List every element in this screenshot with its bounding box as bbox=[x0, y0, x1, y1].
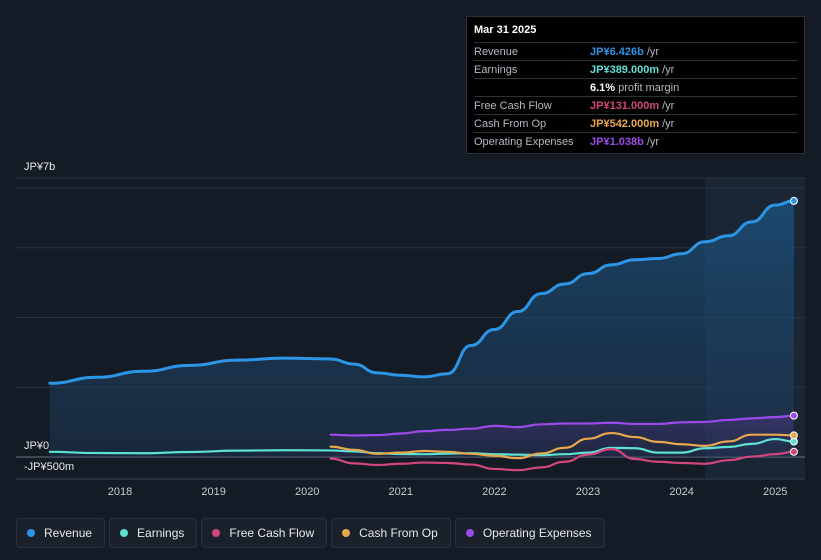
tooltip-label: Free Cash Flow bbox=[474, 99, 552, 112]
tooltip-unit: profit margin bbox=[618, 81, 680, 94]
y-axis-label: JP¥7b bbox=[24, 161, 55, 173]
tooltip-row: Earnings JP¥389.000m/yr bbox=[474, 61, 797, 79]
tooltip-value: JP¥389.000m bbox=[590, 63, 660, 76]
cash-from-op-line bbox=[329, 431, 796, 460]
legend-item-cash-from-op[interactable]: Cash From Op bbox=[331, 518, 451, 548]
legend-label: Free Cash Flow bbox=[229, 526, 315, 540]
chart-legend: Revenue Earnings Free Cash Flow Cash From O… bbox=[16, 518, 605, 548]
legend-item-free-cash-flow[interactable]: Free Cash Flow bbox=[201, 518, 328, 548]
tooltip-value: 6.1% bbox=[590, 81, 616, 94]
tooltip-unit: /yr bbox=[662, 63, 675, 76]
tooltip-row: Free Cash Flow JP¥131.000m/yr bbox=[474, 97, 797, 115]
tooltip-label: Earnings bbox=[474, 63, 518, 76]
y-axis-label: -JP¥500m bbox=[24, 461, 74, 473]
free-cash-flow-end-dot bbox=[789, 447, 798, 456]
operating-expenses-line bbox=[329, 414, 796, 437]
tooltip-label: Operating Expenses bbox=[474, 135, 574, 148]
tooltip-value: JP¥131.000m bbox=[590, 99, 660, 112]
tooltip-value: JP¥542.000m bbox=[590, 117, 660, 130]
x-tick-label: 2022 bbox=[482, 486, 506, 498]
tooltip-date: Mar 31 2025 bbox=[474, 24, 797, 43]
tooltip-unit: /yr bbox=[646, 45, 660, 58]
x-tick-label: 2018 bbox=[108, 486, 132, 498]
free-cash-flow-line bbox=[329, 447, 796, 472]
legend-item-earnings[interactable]: Earnings bbox=[109, 518, 198, 548]
tooltip-unit: /yr bbox=[662, 99, 675, 112]
earnings-line bbox=[48, 437, 796, 457]
legend-label: Cash From Op bbox=[359, 526, 438, 540]
legend-dot-icon bbox=[465, 529, 474, 537]
tooltip-unit: /yr bbox=[662, 117, 675, 130]
x-tick-label: 2021 bbox=[389, 486, 413, 498]
cash-from-op-end-dot bbox=[789, 431, 798, 440]
revenue-area bbox=[49, 200, 794, 458]
revenue-end-dot bbox=[789, 196, 798, 205]
legend-label: Earnings bbox=[137, 526, 185, 540]
legend-label: Operating Expenses bbox=[482, 526, 592, 540]
revenue-line bbox=[48, 199, 796, 385]
legend-dot-icon bbox=[212, 529, 221, 537]
tooltip-row: 6.1% profit margin bbox=[474, 79, 797, 97]
x-tick-label: 2023 bbox=[576, 486, 600, 498]
legend-item-revenue[interactable]: Revenue bbox=[16, 518, 106, 548]
x-tick-label: 2019 bbox=[201, 486, 225, 498]
x-tick-label: 2024 bbox=[669, 486, 693, 498]
operating-expenses-end-dot bbox=[789, 411, 798, 420]
data-tooltip: Mar 31 2025 Revenue JP¥6.426b/yr Earnings J… bbox=[466, 16, 805, 154]
x-tick-label: 2020 bbox=[295, 486, 319, 498]
x-tick-label: 2025 bbox=[763, 486, 787, 498]
legend-item-operating-expenses[interactable]: Operating Expenses bbox=[454, 518, 605, 548]
tooltip-row: Operating Expenses JP¥1.038b/yr bbox=[474, 133, 797, 150]
tooltip-value: JP¥6.426b bbox=[590, 45, 644, 58]
tooltip-label: Revenue bbox=[474, 45, 519, 58]
tooltip-value: JP¥1.038b bbox=[590, 135, 644, 148]
legend-label: Revenue bbox=[44, 526, 93, 540]
legend-dot-icon bbox=[342, 529, 351, 537]
legend-dot-icon bbox=[27, 529, 35, 537]
operating-expenses-area bbox=[330, 415, 794, 457]
tooltip-row: Revenue JP¥6.426b/yr bbox=[474, 43, 797, 61]
tooltip-unit: /yr bbox=[646, 135, 660, 148]
tooltip-row: Cash From Op JP¥542.000m/yr bbox=[474, 115, 797, 133]
legend-dot-icon bbox=[120, 529, 129, 537]
tooltip-label: Cash From Op bbox=[474, 117, 547, 130]
y-axis-label: JP¥0 bbox=[24, 440, 49, 452]
